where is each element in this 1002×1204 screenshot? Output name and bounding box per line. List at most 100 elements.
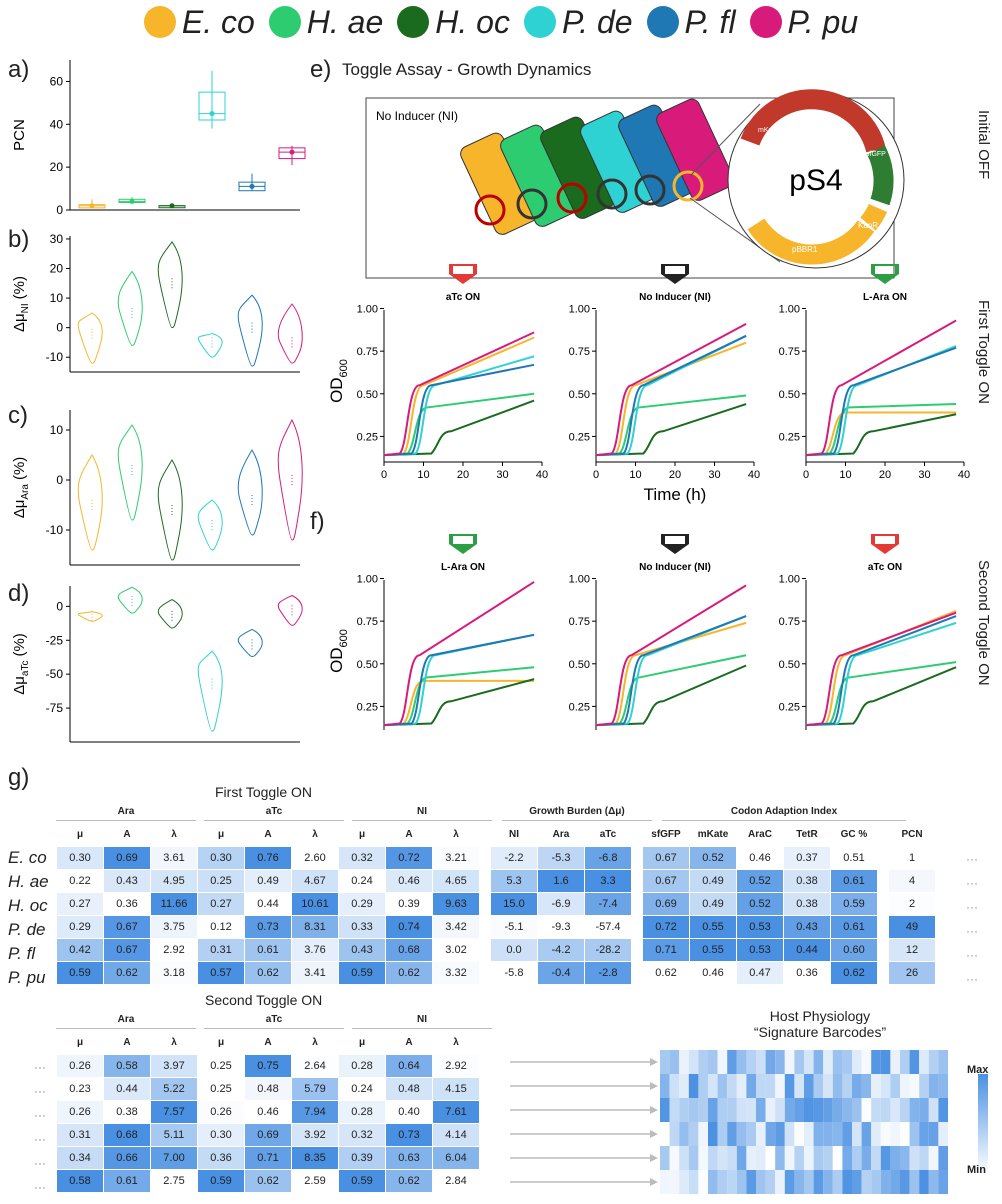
table-cell: -6.8 <box>584 846 632 870</box>
table-cell: 0.53 <box>736 938 784 962</box>
barcode-cell <box>717 1170 728 1194</box>
y-tick-label: 0.50 <box>357 389 378 401</box>
barcode-cell <box>794 1050 804 1074</box>
row-label: H. oc <box>8 896 48 915</box>
barcode-cell <box>727 1122 737 1146</box>
y-tick-label: -10 <box>46 523 64 537</box>
table-cell: 0.26 <box>56 1100 104 1124</box>
column-header: μ <box>358 828 366 840</box>
legend-item: P. pu <box>749 4 858 41</box>
x-axis-label: Time (h) <box>644 485 707 504</box>
barcode-cell <box>736 1146 747 1170</box>
growth-line-E. co <box>595 341 747 457</box>
growth-line-H. oc <box>383 399 535 457</box>
x-tick-label: 0 <box>803 469 809 481</box>
barcode-cell <box>938 1146 948 1170</box>
table-cell: 49 <box>888 915 936 939</box>
barcode-cell <box>813 1146 824 1170</box>
barcode-cell <box>890 1122 900 1146</box>
row-label: E. co <box>8 848 47 867</box>
species-legend: E. co H. ae H. oc P. de P. fl P. pu <box>0 2 1002 42</box>
table-cell: 3.21 <box>432 846 480 870</box>
table-cell: 0.63 <box>385 1146 433 1170</box>
table-cell: 2.64 <box>291 1054 339 1078</box>
barcode-cell <box>765 1170 776 1194</box>
barcode-cell <box>746 1146 756 1170</box>
barcode-cell <box>823 1098 833 1122</box>
barcode-cell <box>880 1122 891 1146</box>
table-cell: 0.74 <box>385 915 433 939</box>
barcode-cell <box>900 1074 910 1098</box>
barcode-cell <box>813 1170 824 1194</box>
x-tick-label: 10 <box>839 469 851 481</box>
growth-line-E. co <box>805 609 957 727</box>
y-tick-label: 0.50 <box>357 659 378 671</box>
barcode-cell <box>852 1122 862 1146</box>
zoom-line <box>689 103 761 177</box>
growth-line-P. pu <box>383 581 535 727</box>
column-header: A <box>123 828 131 840</box>
table-cell: 0.52 <box>736 892 784 916</box>
growth-curves: aTc ON 0.25 0.50 0.75 1.00 0 10 20 30 40 OD600 No I… <box>327 264 970 730</box>
barcode-cell <box>717 1074 728 1098</box>
barcode-cell <box>669 1146 680 1170</box>
table-cell: -5.1 <box>490 915 538 939</box>
barcode-cell <box>890 1098 900 1122</box>
barcode-cell <box>727 1170 737 1194</box>
column-header: μ <box>217 828 225 840</box>
table-cell: 0.25 <box>197 869 245 893</box>
table-cell: 0.48 <box>244 1077 292 1101</box>
x-tick-label: 30 <box>496 469 508 481</box>
table-cell: 0.44 <box>783 938 831 962</box>
barcode-cell <box>880 1074 891 1098</box>
barcode-cell <box>698 1050 708 1074</box>
barcode-cell <box>708 1170 718 1194</box>
table-cell: 0.30 <box>197 846 245 870</box>
barcode-cell <box>727 1146 737 1170</box>
table-cell: 3.76 <box>291 938 339 962</box>
legend-swatch <box>268 6 301 38</box>
table-cell: 0.52 <box>689 846 737 870</box>
column-header: A <box>405 828 413 840</box>
barcode-cell <box>880 1050 891 1074</box>
barcode-cell <box>794 1074 804 1098</box>
barcode-cell <box>775 1170 785 1194</box>
gap <box>877 915 889 939</box>
column-header: Ara <box>552 828 570 840</box>
barcode-cell <box>919 1050 929 1074</box>
table-cell: 0.59 <box>338 961 386 985</box>
barcode-cell <box>852 1074 862 1098</box>
group-header: aTc <box>204 806 344 821</box>
table-cell: 0.0 <box>490 938 538 962</box>
column-header: λ <box>312 1036 318 1048</box>
table-cell: -9.3 <box>537 915 585 939</box>
y-tick-label: 1.00 <box>569 304 590 316</box>
growth-line-P. pu <box>383 331 535 457</box>
barcode-cell <box>861 1050 872 1074</box>
table-cell: 0.58 <box>56 1169 104 1193</box>
table-row: 0.31 0.68 5.11 0.30 0.69 3.92 0.32 0.73 4.14 <box>56 1123 480 1147</box>
inducer-arrow <box>447 264 479 284</box>
table-row: 0.42 0.67 2.92 0.31 0.61 3.76 0.43 0.68 3.02 0.0-… <box>56 938 936 962</box>
plasmid-icon <box>596 178 628 210</box>
violin-E. co <box>77 611 103 622</box>
x-tick-label: 40 <box>958 469 970 481</box>
x-tick-label: 20 <box>669 469 681 481</box>
gap <box>479 961 491 985</box>
barcode-cell <box>746 1098 756 1122</box>
table-cell: 0.25 <box>197 1077 245 1101</box>
table-cell: 4.95 <box>150 869 198 893</box>
barcode-cell <box>736 1170 747 1194</box>
barcode-cell <box>890 1146 900 1170</box>
y-tick-label: 1.00 <box>569 574 590 586</box>
barcode-cell <box>861 1122 872 1146</box>
x-tick-label: 30 <box>708 469 720 481</box>
table-cell: 0.24 <box>338 869 386 893</box>
barcode-cell <box>784 1122 795 1146</box>
violin-P. fl <box>237 628 263 658</box>
y-axis-label: ΔμNI(%) <box>11 276 31 332</box>
table2-title: Second Toggle ON <box>205 992 323 1008</box>
violin-H. ae <box>117 270 143 346</box>
table-cell: 0.61 <box>830 869 878 893</box>
